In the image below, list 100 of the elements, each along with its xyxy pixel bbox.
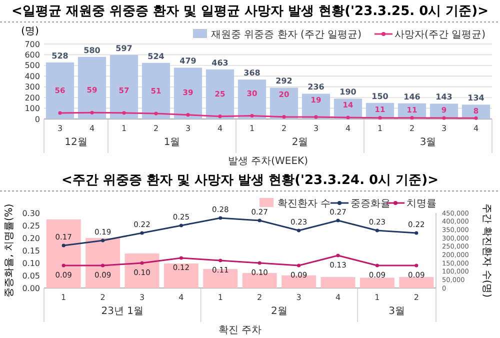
data-label: 463 xyxy=(212,58,228,68)
point xyxy=(140,261,144,265)
data-label: 146 xyxy=(404,92,421,102)
point xyxy=(336,218,340,222)
text: 12월 xyxy=(64,137,88,148)
x-tick-label: 2 xyxy=(153,124,159,133)
point xyxy=(218,258,222,262)
x-tick-label: 2 xyxy=(100,293,106,302)
y-tick-label: 400 xyxy=(24,72,40,81)
bar xyxy=(320,277,356,288)
point xyxy=(414,264,418,268)
x-tick-label: 1 xyxy=(61,293,66,302)
legend-label: 확진환자 수 xyxy=(278,198,331,210)
x-tick-label: 2 xyxy=(414,293,419,302)
bar xyxy=(46,219,81,288)
data-label: 597 xyxy=(116,44,132,54)
legend-label: 치명률 xyxy=(406,198,436,210)
point xyxy=(297,264,301,268)
x-tick-label: 3 xyxy=(57,124,63,133)
point xyxy=(258,218,262,222)
y-axis-title: 중증화율, 치명률(%) xyxy=(4,204,15,298)
bar xyxy=(78,56,106,119)
data-label: 528 xyxy=(52,51,69,60)
point xyxy=(375,228,379,232)
data-label: 479 xyxy=(180,56,197,66)
x-tick-label: 3 xyxy=(185,124,191,133)
bar xyxy=(110,55,138,119)
y-axis-title: (명) xyxy=(21,26,39,37)
x-tick-label: 2 xyxy=(409,124,415,133)
bar xyxy=(46,62,74,119)
x-tick-label: 3 xyxy=(296,293,302,302)
bar xyxy=(86,238,120,288)
text: 3월 xyxy=(420,137,436,148)
point xyxy=(140,231,144,235)
point xyxy=(258,261,262,265)
y-tick-label: 700 xyxy=(24,40,40,49)
y-tick-label: 0.25 xyxy=(22,221,40,230)
y-tick-label: 100 xyxy=(24,104,40,114)
bar xyxy=(360,278,394,288)
text: 3월 xyxy=(388,306,405,317)
legend-label: 재원중 위중증 환자 (주간 일평균) xyxy=(211,30,362,40)
bar xyxy=(124,254,160,288)
data-label: 134 xyxy=(468,94,485,103)
point xyxy=(62,244,66,248)
x-tick-label: 4 xyxy=(178,293,184,302)
x-tick-label: 1 xyxy=(249,124,255,133)
chart-title: <일평균 재원중 위중증 환자 및 일평균 사망자 발생 현황('23.3.25. 0시 기준)> xyxy=(12,4,488,19)
x-tick-label: 2 xyxy=(281,124,287,133)
x-tick-label: 3 xyxy=(313,124,319,133)
bar xyxy=(238,80,266,119)
bar xyxy=(142,62,170,119)
x-tick-label: 1 xyxy=(374,293,380,302)
data-label: 190 xyxy=(340,88,357,97)
legend-label: 사망자(주간 일평균) xyxy=(394,30,486,40)
x-tick-label: 4 xyxy=(335,293,341,302)
point xyxy=(101,238,105,242)
point xyxy=(375,264,379,268)
data-label: 580 xyxy=(84,46,101,55)
point xyxy=(179,256,183,260)
x-tick-label: 2 xyxy=(257,293,262,302)
bar xyxy=(270,88,298,119)
y-tick-label: 500 xyxy=(24,61,40,70)
point xyxy=(101,264,105,268)
bar xyxy=(164,264,198,288)
point xyxy=(297,228,301,232)
y-tick-label: 0.30 xyxy=(22,208,40,218)
point xyxy=(179,224,183,228)
y-tick-label: 0.05 xyxy=(22,271,40,280)
point xyxy=(218,216,222,220)
x-tick-label: 4 xyxy=(89,124,95,133)
y-tick-label: 0.15 xyxy=(22,246,40,256)
point xyxy=(336,254,340,258)
y-tick-label: 0 xyxy=(34,114,40,124)
bar xyxy=(399,277,434,288)
text: 2월 xyxy=(271,306,288,317)
x-tick-label: 3 xyxy=(139,293,145,302)
point xyxy=(414,231,418,235)
x-axis-title: 확진 주차 xyxy=(218,325,262,336)
x-tick-label: 4 xyxy=(473,124,479,133)
x-tick-label: 1 xyxy=(377,124,383,133)
y2-axis-title: 주간 확진환자 수(명) xyxy=(481,203,492,298)
bar xyxy=(302,94,330,119)
y-tick-label: 0.00 xyxy=(22,284,40,293)
x-axis-title: 발생 주차(WEEK) xyxy=(228,156,308,167)
x-tick-label: 1 xyxy=(121,124,127,133)
y-tick-label: 200 xyxy=(24,93,40,102)
text: 23년 1월 xyxy=(101,306,144,317)
data-label: 143 xyxy=(436,92,452,102)
data-label: 150 xyxy=(372,92,389,101)
data-label: 524 xyxy=(148,52,165,61)
bar xyxy=(174,68,202,119)
point xyxy=(62,264,66,268)
data-label: 292 xyxy=(276,76,292,86)
text: 2월 xyxy=(292,137,308,148)
y-tick-label: 0.20 xyxy=(22,234,40,243)
y-tick-label: 0.10 xyxy=(22,258,40,268)
x-tick-label: 4 xyxy=(217,124,223,133)
y-tick-label: 600 xyxy=(24,50,40,60)
chart-title: <주간 위중증 환자 및 사망자 발생 현황('23.3.24. 0시 기준)> xyxy=(62,173,438,188)
text: 1월 xyxy=(164,137,180,148)
